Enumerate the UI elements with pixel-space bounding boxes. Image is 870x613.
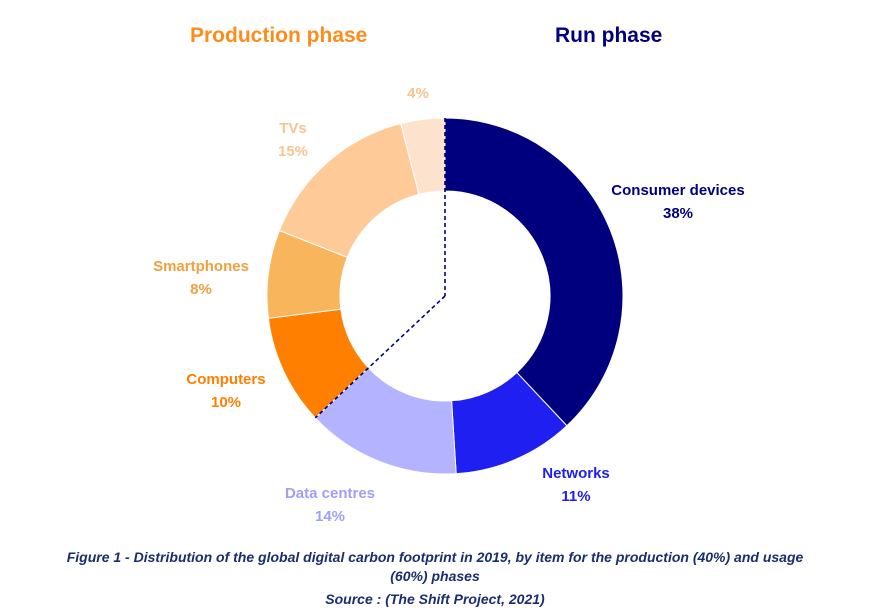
phase-divider-line xyxy=(314,295,446,419)
figure-caption: Figure 1 - Distribution of the global di… xyxy=(66,549,804,565)
slice-consumer-devices xyxy=(444,117,624,427)
label-consumer-devices-value: 38% xyxy=(662,205,694,222)
production-phase-title: Production phase xyxy=(190,24,368,47)
figure-source: Source : (The Shift Project, 2021) xyxy=(325,591,545,607)
figure-caption-continued: (60%) phases xyxy=(390,568,480,584)
donut-chart xyxy=(266,117,624,475)
label-other-value: 4% xyxy=(407,85,429,102)
label-networks-value: 11% xyxy=(561,488,591,505)
label-smartphones: Smartphones 8% xyxy=(153,255,249,301)
label-smartphones-value: 8% xyxy=(190,281,212,298)
label-consumer-devices-name: Consumer devices xyxy=(611,182,745,199)
label-data-centres: Data centres 14% xyxy=(285,482,375,528)
label-data-centres-value: 14% xyxy=(314,508,346,525)
label-computers: Computers 10% xyxy=(186,368,265,414)
label-consumer-devices: Consumer devices 38% xyxy=(611,179,744,225)
label-data-centres-name: Data centres xyxy=(284,485,376,502)
label-other: 4% xyxy=(407,82,429,105)
label-tvs: TVs 15% xyxy=(278,117,308,163)
run-phase-title: Run phase xyxy=(555,24,663,47)
label-networks-name: Networks xyxy=(542,465,610,482)
label-tvs-name: TVs xyxy=(279,120,307,137)
label-computers-name: Computers xyxy=(186,371,266,388)
label-smartphones-name: Smartphones xyxy=(153,258,249,275)
label-networks: Networks 11% xyxy=(542,462,610,508)
label-computers-value: 10% xyxy=(210,394,242,411)
label-tvs-value: 15% xyxy=(277,143,309,160)
